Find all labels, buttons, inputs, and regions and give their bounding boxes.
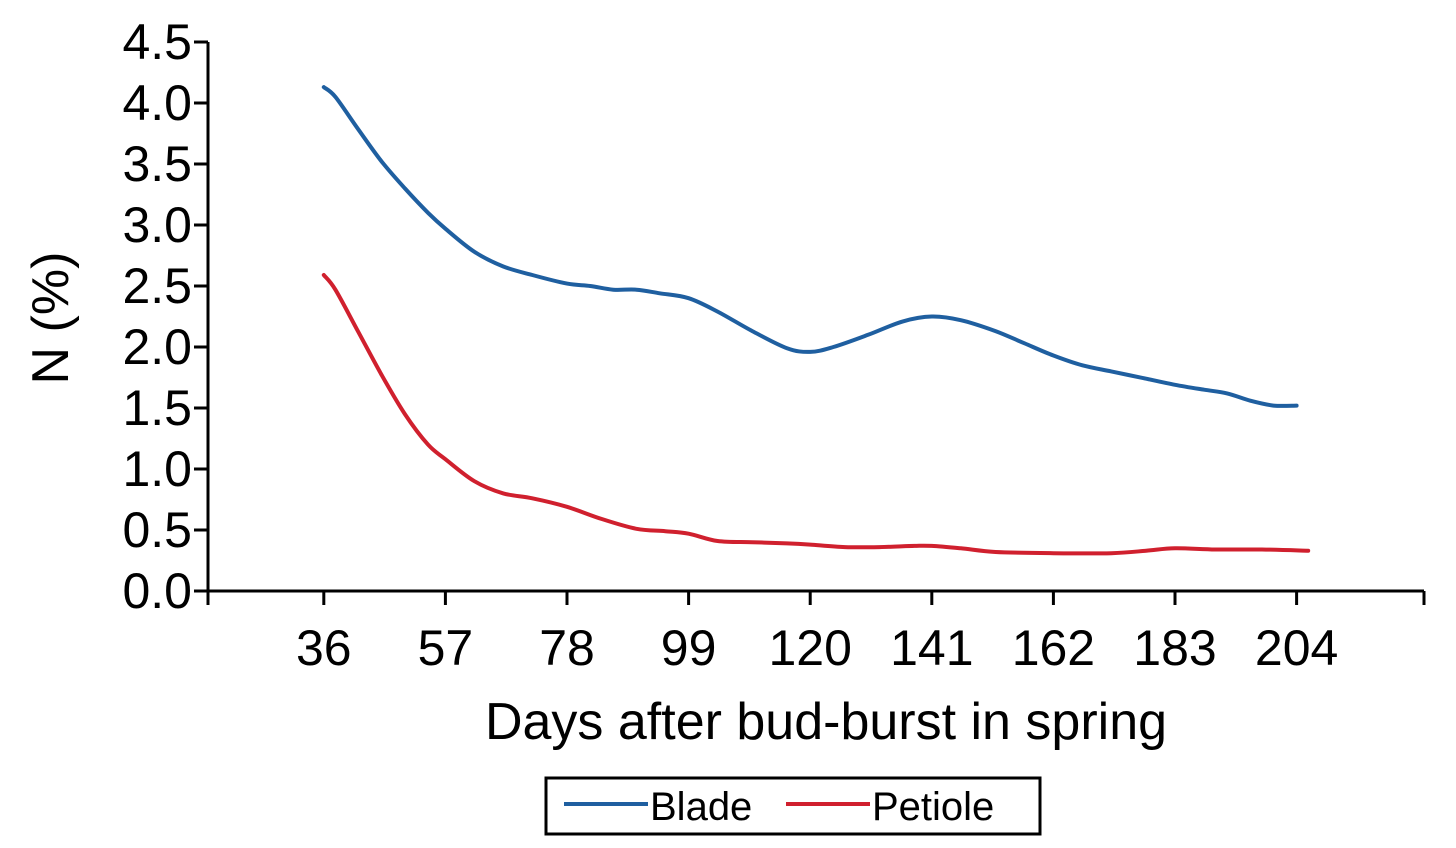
y-tick-label: 1.5 bbox=[122, 380, 192, 436]
x-tick-label: 183 bbox=[1133, 620, 1216, 676]
y-tick-label: 3.0 bbox=[122, 197, 192, 253]
x-axis-title: Days after bud-burst in spring bbox=[485, 693, 1167, 751]
x-tick-label: 204 bbox=[1255, 620, 1338, 676]
series-layer bbox=[321, 85, 1311, 556]
x-axis: 36 57 78 99 120 141 162 183 204 bbox=[206, 589, 1426, 676]
y-tick-label: 2.0 bbox=[122, 319, 192, 375]
y-tick-label: 0.0 bbox=[122, 563, 192, 619]
y-tick-label: 1.0 bbox=[122, 441, 192, 497]
y-tick-label: 4.0 bbox=[122, 75, 192, 131]
x-tick-label: 141 bbox=[890, 620, 973, 676]
y-tick-label: 3.5 bbox=[122, 136, 192, 192]
y-tick-label: 2.5 bbox=[122, 258, 192, 314]
x-tick-label: 120 bbox=[768, 620, 851, 676]
legend-label-petiole: Petiole bbox=[872, 785, 994, 829]
x-tick-label: 99 bbox=[661, 620, 717, 676]
legend: Blade Petiole bbox=[544, 776, 1042, 836]
legend-label-blade: Blade bbox=[650, 785, 752, 829]
x-tick-label: 162 bbox=[1012, 620, 1095, 676]
x-tick-label: 57 bbox=[418, 620, 474, 676]
y-axis-title: N (%) bbox=[22, 252, 80, 385]
series-line-blade bbox=[321, 85, 1299, 408]
x-tick-label: 36 bbox=[296, 620, 352, 676]
x-tick-label: 78 bbox=[539, 620, 595, 676]
y-tick-label: 4.5 bbox=[122, 14, 192, 70]
y-tick-label: 0.5 bbox=[122, 502, 192, 558]
y-axis: 0.00.51.01.52.02.53.03.54.04.5 bbox=[122, 14, 210, 619]
series-line-petiole bbox=[321, 273, 1311, 556]
